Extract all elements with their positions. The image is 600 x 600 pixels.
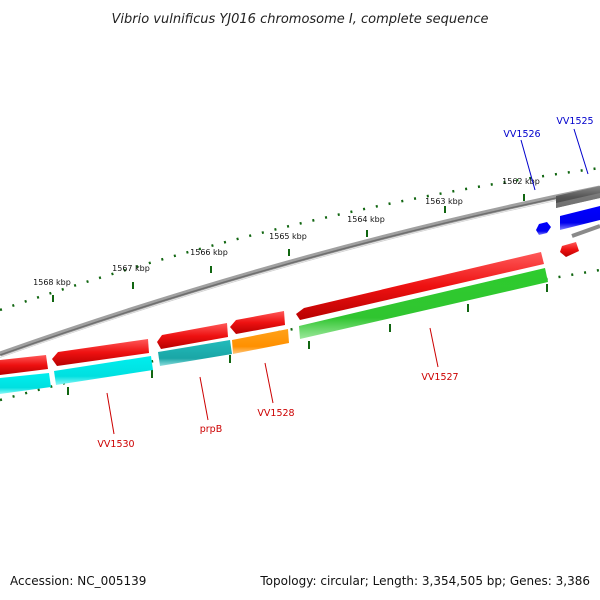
gene-label-vv1526[interactable]: VV1526 xyxy=(503,129,540,140)
leader-vv1526 xyxy=(520,139,536,191)
gene-feature-vv1530-red[interactable] xyxy=(52,339,149,366)
gene-feature-left-red[interactable] xyxy=(0,355,48,375)
scale-label-1565: 1565 kbp xyxy=(269,232,307,241)
gene-label-vv1530[interactable]: VV1530 xyxy=(97,439,134,450)
gene-labels: VV1525 VV1526 VV1527 VV1528 prpB VV1530 xyxy=(97,116,593,450)
gene-feature-vv1525-inner[interactable] xyxy=(560,206,600,230)
accession-text: Accession: NC_005139 xyxy=(10,574,147,588)
backbone-ring xyxy=(0,185,600,358)
leader-vv1530 xyxy=(106,392,115,435)
gene-feature-vv1527-red[interactable] xyxy=(296,252,544,320)
gene-feature-vv1528-orange[interactable] xyxy=(232,329,289,354)
gene-feature-vv1528-red[interactable] xyxy=(230,311,285,334)
leader-vv1525 xyxy=(573,128,589,175)
gene-label-vv1528[interactable]: VV1528 xyxy=(257,408,294,419)
topology-text: Topology: circular; Length: 3,354,505 bp… xyxy=(260,574,590,588)
backbone-ring-right xyxy=(571,224,600,238)
outer-scale xyxy=(0,166,600,312)
gene-feature-prpb-teal[interactable] xyxy=(158,340,232,366)
gene-feature-vv1526[interactable] xyxy=(536,222,551,235)
gene-feature-small-red[interactable] xyxy=(560,242,579,257)
inner-scale-major-ticks xyxy=(67,284,548,395)
gene-feature-vv1530-cyan[interactable] xyxy=(54,356,153,385)
scale-label-1564: 1564 kbp xyxy=(347,215,385,224)
scale-label-1563: 1563 kbp xyxy=(425,197,463,206)
leader-vv1527 xyxy=(429,327,439,368)
scale-label-1567: 1567 kbp xyxy=(112,264,150,273)
leader-prpb xyxy=(199,376,209,421)
scale-label-1566: 1566 kbp xyxy=(190,248,228,257)
label-leaders xyxy=(106,128,589,435)
gene-feature-vv1525[interactable] xyxy=(556,186,600,208)
scale-major-ticks xyxy=(52,194,525,302)
gene-feature-left-cyan[interactable] xyxy=(0,373,51,394)
gene-feature-vv1527-green[interactable] xyxy=(299,268,548,339)
gene-feature-prpb-red[interactable] xyxy=(157,323,228,349)
scale-label-1568: 1568 kbp xyxy=(33,278,71,287)
gene-label-vv1525[interactable]: VV1525 xyxy=(556,116,593,127)
gene-label-vv1527[interactable]: VV1527 xyxy=(421,372,458,383)
scale-labels: 1562 kbp 1563 kbp 1564 kbp 1565 kbp 1566… xyxy=(33,177,540,287)
leader-vv1528 xyxy=(264,362,274,404)
scale-label-1562: 1562 kbp xyxy=(502,177,540,186)
map-title: Vibrio vulnificus YJ016 chromosome I, co… xyxy=(111,12,488,27)
gene-label-prpb[interactable]: prpB xyxy=(200,424,222,435)
